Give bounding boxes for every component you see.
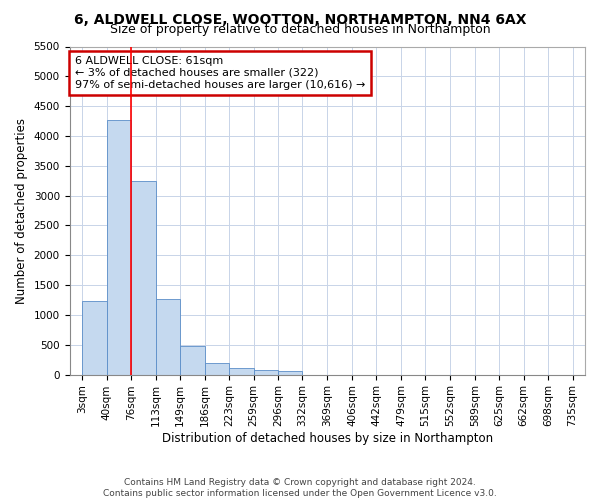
Text: 6 ALDWELL CLOSE: 61sqm
← 3% of detached houses are smaller (322)
97% of semi-det: 6 ALDWELL CLOSE: 61sqm ← 3% of detached … <box>74 56 365 90</box>
Bar <box>180 346 205 374</box>
Bar <box>155 299 180 374</box>
Text: Size of property relative to detached houses in Northampton: Size of property relative to detached ho… <box>110 22 490 36</box>
X-axis label: Distribution of detached houses by size in Northampton: Distribution of detached houses by size … <box>162 432 493 445</box>
Bar <box>107 120 131 374</box>
Y-axis label: Number of detached properties: Number of detached properties <box>15 118 28 304</box>
Bar <box>82 301 107 374</box>
Text: 6, ALDWELL CLOSE, WOOTTON, NORTHAMPTON, NN4 6AX: 6, ALDWELL CLOSE, WOOTTON, NORTHAMPTON, … <box>74 12 526 26</box>
Bar <box>278 371 302 374</box>
Bar <box>254 370 278 374</box>
Bar <box>131 180 155 374</box>
Bar <box>205 363 229 374</box>
Text: Contains HM Land Registry data © Crown copyright and database right 2024.
Contai: Contains HM Land Registry data © Crown c… <box>103 478 497 498</box>
Bar <box>229 368 254 374</box>
